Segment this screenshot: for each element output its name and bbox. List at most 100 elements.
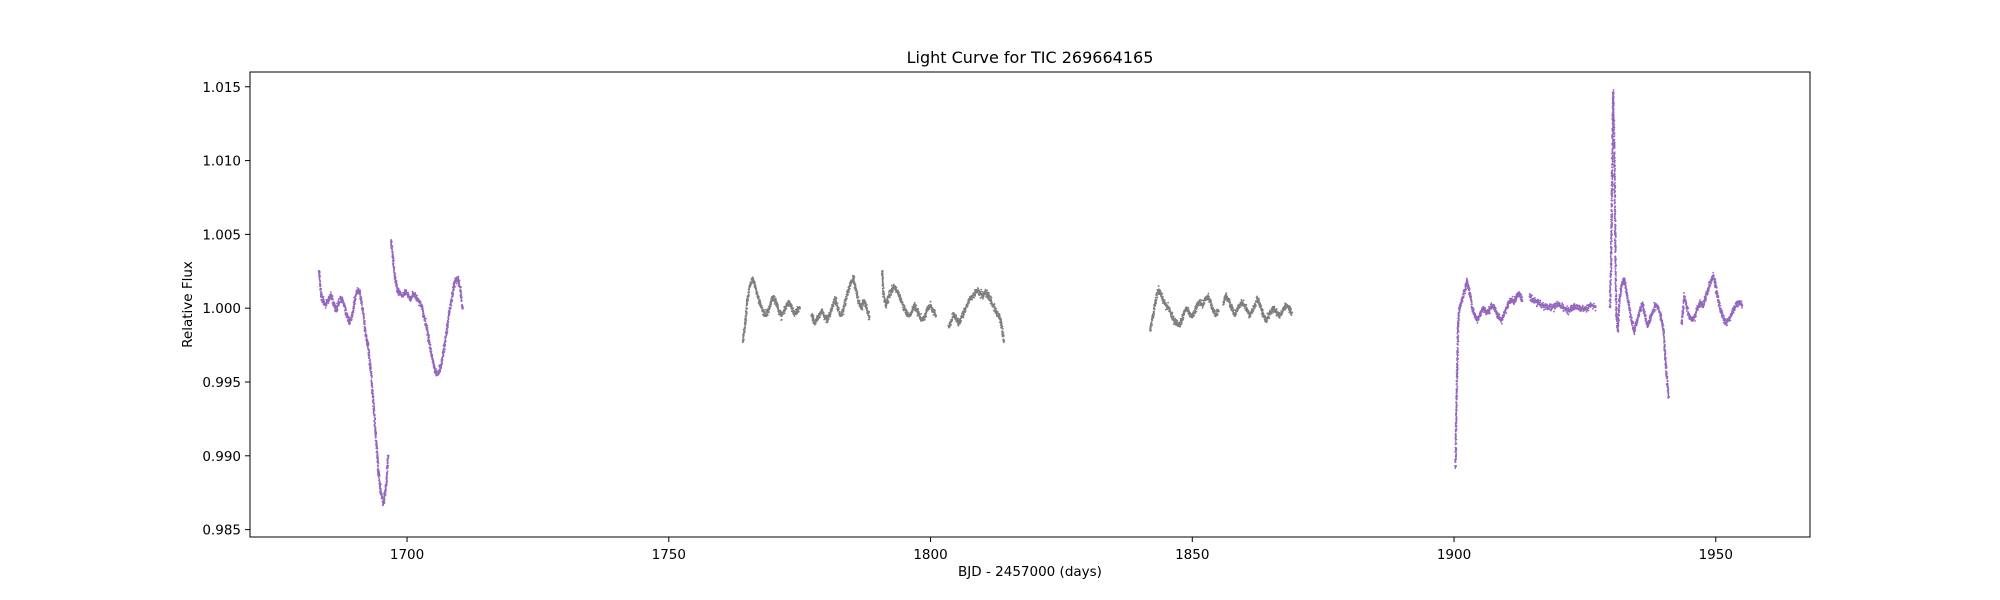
data-point [743, 332, 745, 335]
data-point [1615, 314, 1617, 317]
data-point [331, 297, 334, 300]
data-point [1685, 310, 1688, 312]
data-point [1618, 302, 1621, 304]
data-point [318, 271, 321, 274]
data-point [1613, 166, 1616, 168]
data-point [1610, 267, 1613, 270]
data-point [1613, 206, 1616, 209]
data-point [1614, 241, 1617, 244]
data-point [1628, 311, 1631, 314]
data-point [322, 298, 325, 301]
data-point [1663, 336, 1665, 338]
data-point [1613, 215, 1616, 217]
data-point [1455, 401, 1458, 404]
data-point [446, 330, 449, 333]
data-point [1537, 299, 1540, 302]
data-point [1548, 308, 1551, 311]
data-point [1457, 312, 1460, 315]
data-point [373, 403, 375, 406]
data-point [1666, 384, 1669, 387]
data-point [1581, 305, 1584, 308]
data-point [1694, 319, 1697, 322]
data-point [1570, 304, 1573, 307]
data-point [1614, 290, 1617, 292]
data-point [1587, 309, 1590, 312]
data-point [1684, 300, 1687, 303]
data-point [1455, 435, 1457, 438]
data-point [319, 284, 322, 286]
data-point [373, 409, 376, 412]
data-point [1456, 340, 1459, 343]
data-point [460, 291, 462, 294]
data-point [854, 283, 857, 286]
data-point [1718, 303, 1720, 306]
data-point [827, 313, 830, 316]
data-point [395, 280, 398, 283]
data-point [1515, 297, 1518, 300]
data-point [1610, 270, 1613, 273]
data-point [364, 323, 366, 326]
data-point [1696, 306, 1699, 309]
data-point [1702, 300, 1704, 303]
data-point [1625, 285, 1627, 288]
data-point [868, 310, 871, 313]
data-point [1571, 304, 1574, 307]
data-point [429, 343, 432, 346]
data-point [1610, 248, 1613, 250]
data-point [775, 301, 778, 304]
data-point [1613, 160, 1615, 163]
data-point [1611, 240, 1613, 242]
data-point [1566, 311, 1569, 313]
data-point [1457, 330, 1460, 333]
data-point [422, 312, 425, 315]
data-point [392, 253, 394, 256]
data-point [419, 304, 422, 307]
data-point [783, 312, 786, 315]
data-point [814, 322, 817, 325]
data-point [390, 241, 393, 243]
data-point [1733, 308, 1736, 310]
data-point [1715, 286, 1718, 288]
data-point [1544, 308, 1547, 311]
data-point [815, 319, 818, 322]
data-point [394, 277, 396, 280]
data-point [837, 309, 840, 312]
data-point [835, 298, 837, 301]
data-point [1472, 309, 1475, 312]
data-point [460, 299, 463, 302]
data-point [819, 314, 822, 316]
data-point [1649, 320, 1652, 323]
data-point [1610, 227, 1612, 230]
data-point [1456, 348, 1459, 351]
data-point [1530, 296, 1532, 299]
data-point [1731, 309, 1734, 311]
data-point [1458, 319, 1460, 322]
data-point [366, 338, 369, 341]
data-point [356, 286, 359, 289]
data-point [1613, 170, 1616, 173]
data-point [318, 276, 321, 279]
data-point [1456, 395, 1459, 398]
data-point [1482, 309, 1485, 311]
data-point [1683, 296, 1686, 299]
data-point [370, 373, 373, 375]
data-point [1610, 273, 1612, 276]
data-point [433, 365, 436, 368]
data-point [1710, 282, 1713, 285]
data-point [1539, 299, 1542, 302]
data-point [1613, 210, 1616, 212]
data-point [846, 292, 849, 295]
data-point [1611, 222, 1614, 225]
data-point [1716, 292, 1719, 295]
data-point [1611, 148, 1614, 151]
data-point [831, 306, 834, 309]
data-point [1479, 311, 1482, 314]
data-point [1667, 392, 1670, 395]
data-point [769, 305, 772, 308]
data-point [820, 310, 823, 313]
data-point [383, 497, 386, 500]
data-point [1661, 321, 1663, 323]
data-point [372, 399, 375, 402]
data-point [1468, 288, 1471, 290]
data-point [1610, 260, 1612, 263]
